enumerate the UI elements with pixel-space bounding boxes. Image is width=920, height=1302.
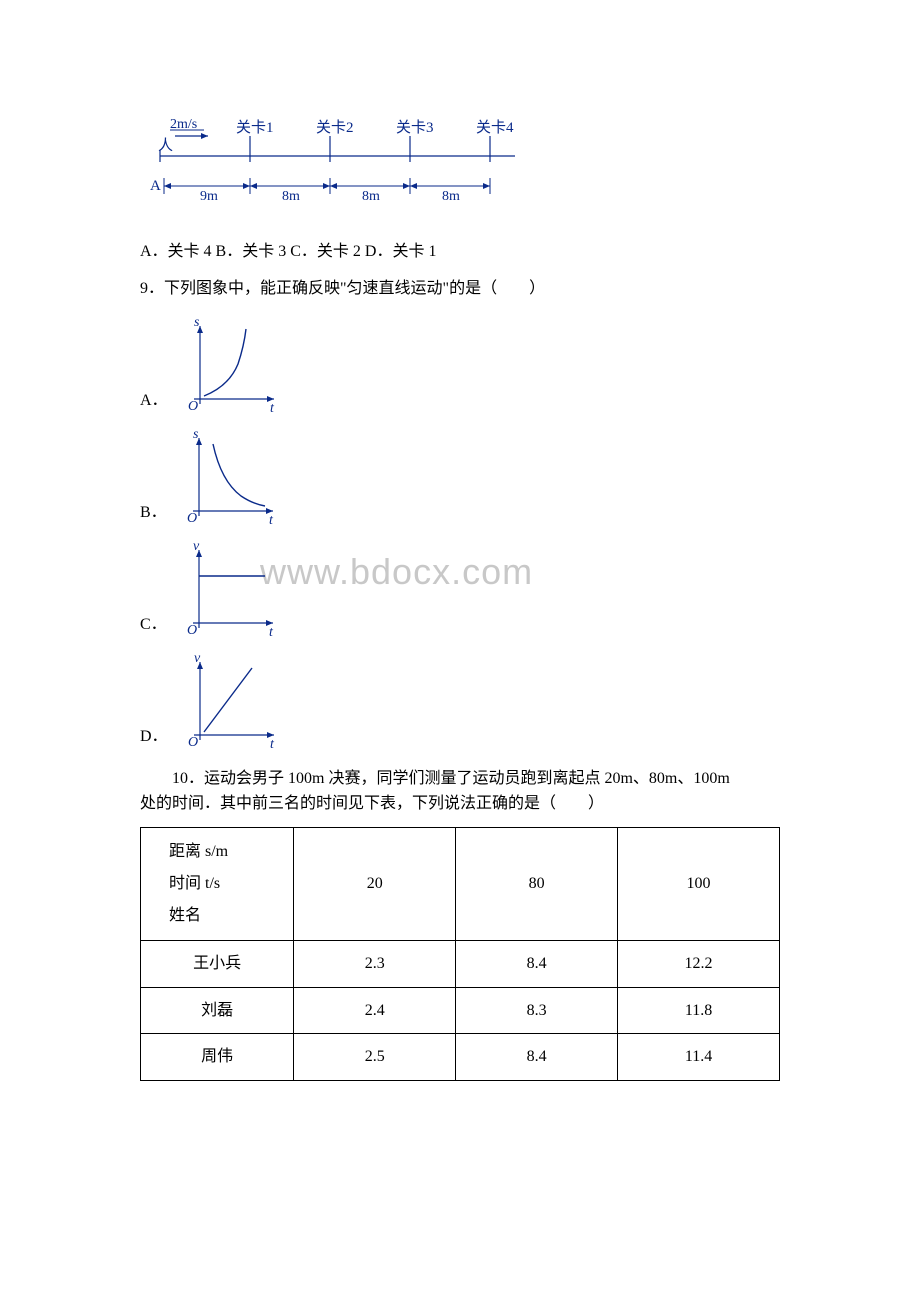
header-line: 距离 s/m [169, 836, 285, 868]
q9-option-b: B． s O t [140, 426, 780, 526]
row-name: 王小兵 [141, 940, 294, 987]
row-value: 8.4 [456, 940, 618, 987]
table-row: 周伟 2.5 8.4 11.4 [141, 1034, 780, 1081]
q10-text-line2: 处的时间．其中前三名的时间见下表，下列说法正确的是（ ） [140, 791, 780, 817]
header-line: 时间 t/s [169, 868, 285, 900]
segment-distance: 9m [200, 189, 218, 204]
row-value: 12.2 [618, 940, 780, 987]
graph-d: v O t [174, 650, 284, 750]
watermark-text: www.bdocx.com [260, 543, 533, 601]
axis-y-label: s [193, 427, 199, 442]
segment-distance: 8m [282, 189, 300, 204]
graph-b: s O t [173, 426, 283, 526]
row-value: 8.4 [456, 1034, 618, 1081]
q10-text-line1: 10．运动会男子 100m 决赛，同学们测量了运动员跑到离起点 20m、80m、… [140, 766, 780, 792]
start-label: A [150, 178, 161, 194]
q9-option-a: A． s O t [140, 314, 780, 414]
checkpoint-label: 关卡1 [236, 119, 274, 136]
q9-option-b-label: B． [140, 500, 167, 526]
track-diagram: 2m/s 人 关卡1 关卡2 关卡3 关卡4 A [140, 110, 780, 219]
results-table: 距离 s/m 时间 t/s 姓名 20 80 100 王小兵 2.3 8.4 1… [140, 827, 780, 1081]
header-line: 姓名 [169, 900, 285, 932]
q9-option-c: C． v O t www.bdocx.com [140, 538, 780, 638]
checkpoint-label: 关卡3 [396, 119, 434, 136]
track-svg: 2m/s 人 关卡1 关卡2 关卡3 关卡4 A [140, 110, 520, 210]
q9-option-c-label: C． [140, 612, 167, 638]
segment-distance: 8m [442, 189, 460, 204]
axis-y-label: v [193, 539, 200, 554]
q9-text: 9．下列图象中，能正确反映"匀速直线运动"的是（ ） [140, 276, 780, 302]
table-col-header: 20 [294, 827, 456, 940]
axis-x-label: t [269, 625, 274, 638]
axis-origin-label: O [188, 735, 198, 750]
table-header-labels: 距离 s/m 时间 t/s 姓名 [141, 827, 294, 940]
q9-option-d: D． v O t [140, 650, 780, 750]
table-row: 王小兵 2.3 8.4 12.2 [141, 940, 780, 987]
axis-origin-label: O [188, 399, 198, 414]
segment-distance: 8m [362, 189, 380, 204]
q10-text: 10．运动会男子 100m 决赛，同学们测量了运动员跑到离起点 20m、80m、… [140, 766, 780, 817]
q9-option-d-label: D． [140, 724, 168, 750]
checkpoint-label: 关卡4 [476, 119, 514, 136]
axis-origin-label: O [187, 511, 197, 526]
table-col-header: 100 [618, 827, 780, 940]
axis-x-label: t [270, 737, 275, 750]
graph-a: s O t [174, 314, 284, 414]
axis-origin-label: O [187, 623, 197, 638]
row-value: 2.4 [294, 987, 456, 1034]
axis-x-label: t [270, 401, 275, 414]
axis-y-label: v [194, 651, 201, 666]
row-value: 2.3 [294, 940, 456, 987]
row-name: 周伟 [141, 1034, 294, 1081]
q9-option-a-label: A． [140, 388, 168, 414]
checkpoint-label: 关卡2 [316, 119, 354, 136]
row-value: 11.4 [618, 1034, 780, 1081]
row-value: 2.5 [294, 1034, 456, 1081]
q8-options: A．关卡 4 B．关卡 3 C．关卡 2 D．关卡 1 [140, 239, 780, 265]
graph-c: v O t [173, 538, 283, 638]
row-name: 刘磊 [141, 987, 294, 1034]
row-value: 11.8 [618, 987, 780, 1034]
row-value: 8.3 [456, 987, 618, 1034]
axis-y-label: s [194, 315, 200, 330]
table-row: 刘磊 2.4 8.3 11.8 [141, 987, 780, 1034]
table-header-row: 距离 s/m 时间 t/s 姓名 20 80 100 [141, 827, 780, 940]
table-col-header: 80 [456, 827, 618, 940]
axis-x-label: t [269, 513, 274, 526]
